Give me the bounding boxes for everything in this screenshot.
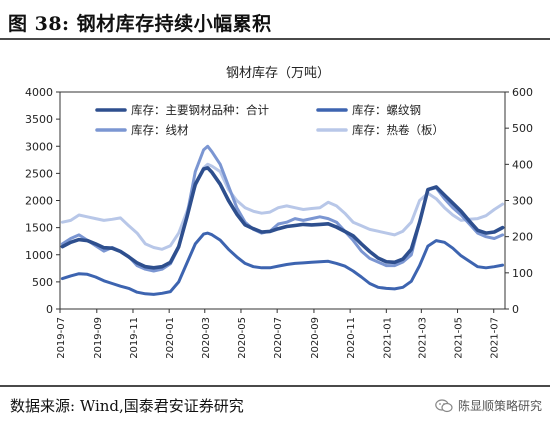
figure-source: 数据来源: Wind,国泰君安证券研究 (10, 397, 244, 415)
figure-title: 图 38: 钢材库存持续小幅累积 (8, 13, 272, 35)
x-tick-label: 2020-11 (346, 317, 357, 359)
y-right-tick-label: 300 (512, 195, 533, 208)
series-line (60, 231, 505, 296)
y-right-tick-label: 500 (512, 122, 533, 135)
chart-series (60, 144, 505, 296)
series-line (60, 162, 505, 251)
legend-label: 库存：螺纹钢 (352, 103, 421, 117)
y-left-tick-label: 3500 (25, 113, 53, 126)
watermark: 陈显顺策略研究 (435, 397, 542, 414)
figure-header: 图 38: 钢材库存持续小幅累积 (0, 0, 550, 44)
y-left-tick-label: 1500 (25, 222, 53, 235)
x-tick-label: 2020-03 (201, 317, 212, 359)
legend-label: 库存：线材 (131, 123, 189, 137)
x-tick-label: 2021-07 (490, 317, 501, 359)
x-tick-label: 2021-03 (417, 317, 428, 359)
legend-label: 库存：主要钢材品种：合计 (131, 103, 269, 117)
y-right-tick-label: 400 (512, 158, 533, 171)
x-tick-label: 2020-07 (273, 317, 284, 359)
y-right-tick-label: 600 (512, 86, 533, 99)
x-tick-label: 2020-01 (165, 317, 176, 359)
inventory-line-chart: 钢材库存（万吨） 0500100015002000250030003500400… (25, 65, 533, 359)
y-left-tick-label: 3000 (25, 140, 53, 153)
y-left-tick-label: 4000 (25, 86, 53, 99)
header-divider (0, 38, 550, 40)
y-left-tick-label: 2500 (25, 167, 53, 180)
x-tick-label: 2021-05 (454, 317, 465, 359)
chart-axes: 0 500 1000 1500 2000 2500 3000 3500 4000 0 100 200 3… (25, 86, 533, 359)
x-tick-label: 2019-11 (129, 317, 140, 359)
footer-divider (0, 385, 550, 387)
y-right-tick-label: 0 (512, 303, 519, 316)
y-left-tick-label: 500 (32, 276, 53, 289)
wechat-icon (435, 398, 453, 412)
y-left-tick-label: 2000 (25, 195, 53, 208)
legend-label: 库存：热卷（板） (352, 123, 444, 137)
x-tick-label: 2020-09 (310, 317, 321, 359)
x-tick-label: 2019-09 (93, 317, 104, 359)
y-left-tick-label: 1000 (25, 249, 53, 262)
watermark-text: 陈显顺策略研究 (457, 399, 542, 413)
x-tick-label: 2020-05 (237, 317, 248, 359)
y-left-tick-label: 0 (46, 303, 53, 316)
x-tick-label: 2019-07 (56, 317, 67, 359)
chart-title: 钢材库存（万吨） (226, 65, 330, 81)
y-right-tick-label: 100 (512, 267, 533, 280)
y-right-tick-label: 200 (512, 231, 533, 244)
series-line (60, 166, 505, 270)
x-tick-label: 2021-01 (382, 317, 393, 359)
series-line (60, 144, 505, 273)
